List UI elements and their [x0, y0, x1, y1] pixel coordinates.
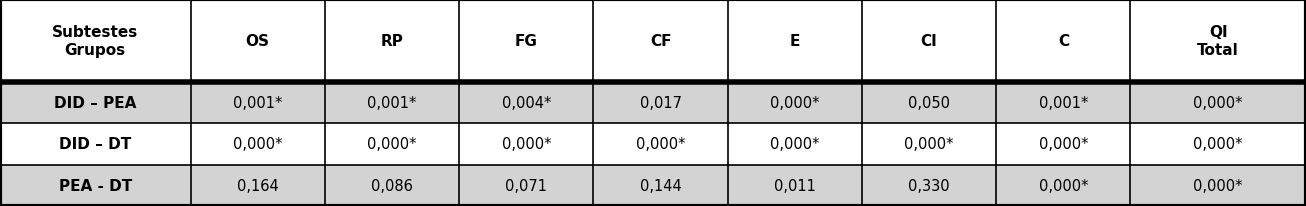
Text: 0,000*: 0,000*: [502, 137, 551, 152]
Text: 0,000*: 0,000*: [904, 137, 953, 152]
Text: Subtestes
Grupos: Subtestes Grupos: [52, 25, 138, 57]
Text: 0,001*: 0,001*: [1038, 96, 1088, 110]
Bar: [0, 0, 191, 82]
Text: 0,000*: 0,000*: [1194, 96, 1243, 110]
Bar: [0, 124, 191, 165]
Text: 0,000*: 0,000*: [1194, 178, 1243, 193]
Bar: [862, 124, 996, 165]
Text: 0,330: 0,330: [908, 178, 949, 193]
Text: 0,000*: 0,000*: [771, 96, 820, 110]
Bar: [191, 82, 325, 124]
Bar: [996, 0, 1131, 82]
Text: 0,164: 0,164: [236, 178, 278, 193]
Text: CF: CF: [650, 34, 671, 49]
Bar: [0, 82, 191, 124]
Text: 0,000*: 0,000*: [367, 137, 417, 152]
Bar: [325, 165, 460, 206]
Text: PEA - DT: PEA - DT: [59, 178, 132, 193]
Text: 0,000*: 0,000*: [1038, 137, 1088, 152]
Text: 0,050: 0,050: [908, 96, 949, 110]
Bar: [996, 165, 1131, 206]
Bar: [460, 124, 593, 165]
Bar: [460, 0, 593, 82]
Text: 0,000*: 0,000*: [1038, 178, 1088, 193]
Bar: [862, 0, 996, 82]
Bar: [191, 165, 325, 206]
Text: 0,086: 0,086: [371, 178, 413, 193]
Bar: [460, 165, 593, 206]
Text: DID – PEA: DID – PEA: [54, 96, 137, 110]
Bar: [996, 124, 1131, 165]
Text: 0,011: 0,011: [774, 178, 816, 193]
Text: QI
Total: QI Total: [1198, 25, 1239, 57]
Bar: [1131, 165, 1306, 206]
Bar: [0, 165, 191, 206]
Bar: [996, 82, 1131, 124]
Bar: [325, 0, 460, 82]
Text: 0,001*: 0,001*: [232, 96, 282, 110]
Text: 0,000*: 0,000*: [232, 137, 282, 152]
Bar: [862, 82, 996, 124]
Bar: [727, 82, 862, 124]
Text: 0,071: 0,071: [505, 178, 547, 193]
Text: OS: OS: [246, 34, 270, 49]
Bar: [593, 82, 727, 124]
Text: CI: CI: [921, 34, 938, 49]
Bar: [325, 82, 460, 124]
Bar: [593, 0, 727, 82]
Bar: [862, 165, 996, 206]
Text: 0,144: 0,144: [640, 178, 682, 193]
Text: 0,000*: 0,000*: [771, 137, 820, 152]
Text: E: E: [790, 34, 801, 49]
Text: 0,004*: 0,004*: [502, 96, 551, 110]
Bar: [593, 124, 727, 165]
Text: 0,000*: 0,000*: [1194, 137, 1243, 152]
Text: 0,017: 0,017: [640, 96, 682, 110]
Text: 0,001*: 0,001*: [367, 96, 417, 110]
Bar: [727, 124, 862, 165]
Bar: [593, 165, 727, 206]
Bar: [1131, 0, 1306, 82]
Bar: [325, 124, 460, 165]
Text: DID – DT: DID – DT: [59, 137, 132, 152]
Bar: [727, 0, 862, 82]
Text: RP: RP: [380, 34, 404, 49]
Bar: [191, 0, 325, 82]
Text: FG: FG: [515, 34, 538, 49]
Bar: [1131, 82, 1306, 124]
Bar: [1131, 124, 1306, 165]
Bar: [191, 124, 325, 165]
Bar: [460, 82, 593, 124]
Bar: [727, 165, 862, 206]
Text: 0,000*: 0,000*: [636, 137, 686, 152]
Text: C: C: [1058, 34, 1068, 49]
